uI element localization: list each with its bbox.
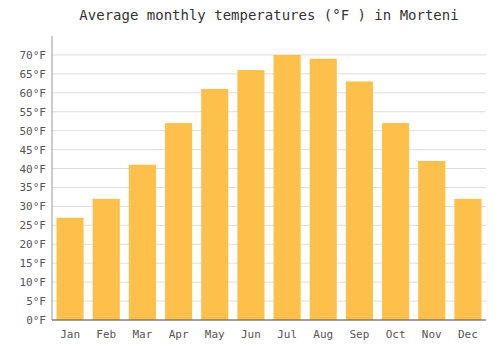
grid-line — [52, 92, 486, 93]
y-tick-label: 15°F — [20, 257, 47, 270]
x-tick-label: Oct — [386, 328, 406, 341]
x-tick-label: Jan — [60, 328, 80, 341]
x-tick-label: Dec — [458, 328, 478, 341]
bar — [310, 59, 337, 320]
chart: Average monthly temperatures (°F ) in Mo… — [0, 0, 500, 350]
bar — [237, 70, 264, 320]
y-tick-label: 45°F — [20, 144, 47, 157]
bar — [418, 161, 445, 320]
bar — [165, 123, 192, 320]
y-tick-label: 10°F — [20, 276, 47, 289]
grid-line — [52, 320, 486, 321]
bar — [382, 123, 409, 320]
y-tick-label: 60°F — [20, 87, 47, 100]
x-tick-label: Nov — [422, 328, 442, 341]
y-tick-label: 70°F — [20, 49, 47, 62]
x-tick-label: Apr — [169, 328, 189, 341]
y-tick-label: 5°F — [26, 295, 46, 308]
y-tick-label: 50°F — [20, 125, 47, 138]
x-tick-label: Jun — [241, 328, 261, 341]
y-axis-line — [52, 36, 53, 320]
bar — [274, 55, 301, 320]
y-tick-label: 40°F — [20, 163, 47, 176]
grid-line — [52, 149, 486, 150]
grid-line — [52, 73, 486, 74]
x-tick-label: Sep — [349, 328, 369, 341]
bar — [454, 199, 481, 320]
bar — [129, 165, 156, 320]
x-tick-label: May — [205, 328, 225, 341]
y-tick-label: 35°F — [20, 181, 47, 194]
bars — [57, 55, 482, 320]
y-tick-label: 65°F — [20, 68, 47, 81]
bar — [201, 89, 228, 320]
x-tick-label: Feb — [96, 328, 116, 341]
bar — [93, 199, 120, 320]
y-tick-label: 0°F — [26, 314, 46, 327]
x-tick-label: Aug — [313, 328, 333, 341]
bar — [57, 218, 84, 320]
grid-line — [52, 54, 486, 55]
x-tick-label: Jul — [277, 328, 297, 341]
y-tick-label: 25°F — [20, 219, 47, 232]
grid-line — [52, 130, 486, 131]
chart-container: Average monthly temperatures (°F ) in Mo… — [0, 0, 500, 350]
y-tick-label: 30°F — [20, 200, 47, 213]
grid-line — [52, 111, 486, 112]
bar — [346, 81, 373, 320]
y-tick-label: 55°F — [20, 106, 47, 119]
title: Average monthly temperatures (°F ) in Mo… — [79, 7, 458, 23]
y-tick-label: 20°F — [20, 238, 47, 251]
grid — [52, 55, 486, 320]
x-axis-line — [52, 320, 486, 321]
x-tick-label: Mar — [132, 328, 152, 341]
